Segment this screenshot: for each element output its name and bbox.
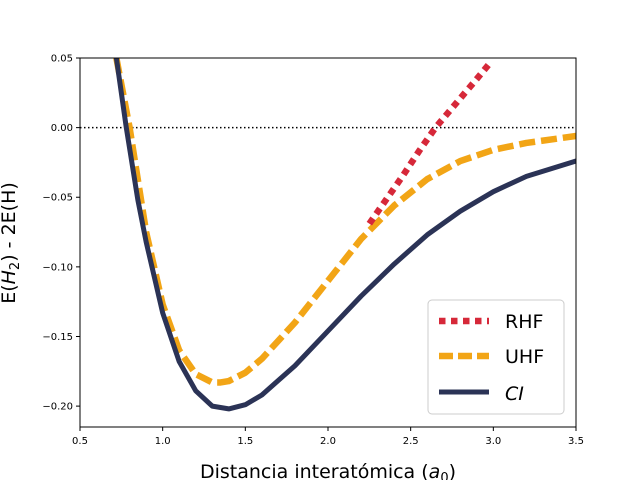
legend: RHF UHF CI bbox=[427, 299, 565, 415]
y-tick-label: −0.20 bbox=[42, 402, 73, 413]
y-tick-label: 0.05 bbox=[51, 54, 73, 65]
plot-series-group bbox=[80, 58, 576, 412]
x-axis-label-text: Distancia interatómica bbox=[200, 461, 415, 480]
y-axis-label-prefix: E( bbox=[0, 284, 20, 303]
x-tick-label: 3.0 bbox=[485, 436, 501, 447]
y-axis-label-subscript: 2 bbox=[8, 262, 23, 270]
x-axis-label-symbol: a bbox=[429, 461, 441, 480]
series-line-ci bbox=[113, 58, 576, 412]
series-line-rhf bbox=[366, 62, 491, 226]
y-tick-label: −0.15 bbox=[42, 332, 73, 343]
y-axis-label-suffix: ) - 2E(H) bbox=[0, 182, 20, 262]
legend-label-uhf: UHF bbox=[505, 346, 544, 368]
y-axis-label-symbol: H bbox=[0, 270, 20, 284]
y-axis: 0.05 0.00 −0.05 −0.10 −0.15 −0.20 bbox=[42, 54, 80, 413]
legend-box bbox=[427, 299, 565, 415]
x-tick-label: 1.5 bbox=[237, 436, 253, 447]
x-axis-label: Distancia interatómica (a0) bbox=[200, 461, 456, 480]
y-tick-label: −0.10 bbox=[42, 262, 73, 273]
x-tick-label: 3.5 bbox=[568, 436, 584, 447]
y-axis-label: E(H2) - 2E(H) bbox=[0, 182, 23, 304]
x-axis: 0.5 1.0 1.5 2.0 2.5 3.0 3.5 bbox=[72, 427, 584, 447]
x-axis-label-close: ) bbox=[449, 461, 456, 480]
y-tick-label: −0.05 bbox=[42, 193, 73, 204]
x-tick-label: 2.0 bbox=[320, 436, 336, 447]
legend-label-ci: CI bbox=[505, 383, 524, 405]
x-axis-label-subscript: 0 bbox=[440, 471, 448, 480]
x-tick-label: 0.5 bbox=[72, 436, 88, 447]
y-tick-label: 0.00 bbox=[51, 123, 73, 134]
plot-area bbox=[80, 58, 576, 412]
x-tick-label: 1.0 bbox=[155, 436, 171, 447]
x-tick-label: 2.5 bbox=[403, 436, 419, 447]
legend-label-rhf: RHF bbox=[505, 311, 543, 333]
